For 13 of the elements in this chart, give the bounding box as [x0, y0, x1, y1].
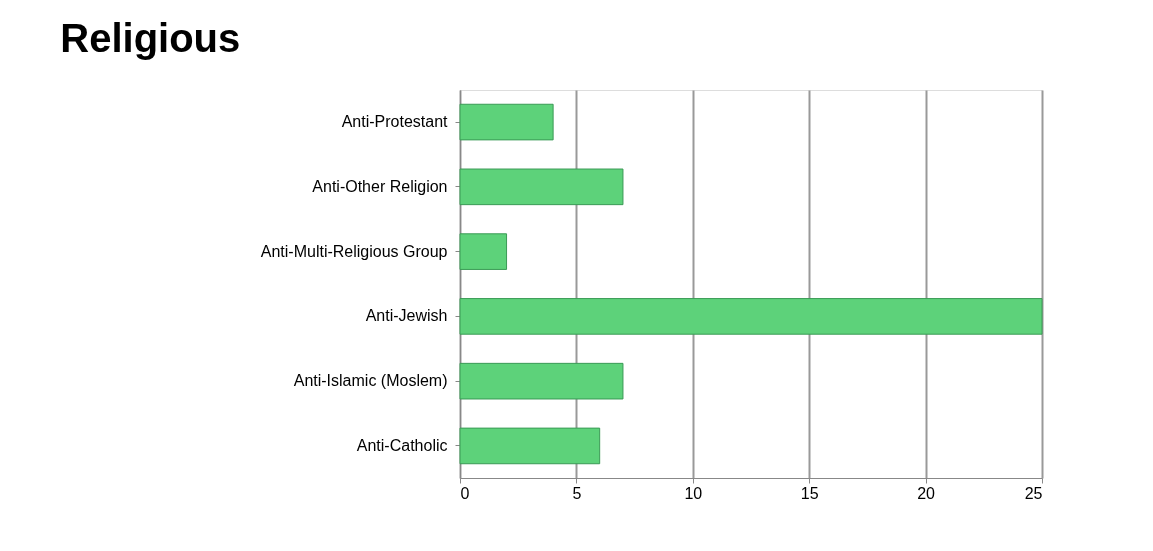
y-tick-label: Anti-Catholic [356, 436, 448, 454]
x-tick-label: 25 [1024, 484, 1043, 502]
x-tick-label: 0 [460, 484, 470, 502]
y-tick-label: Anti-Protestant [341, 113, 449, 131]
x-tick-label: 20 [917, 484, 936, 502]
y-tick-label: Anti-Other Religion [312, 177, 448, 195]
chart-title: Religious [60, 16, 241, 60]
x-tick-label: 10 [684, 484, 703, 502]
x-tick-label: 5 [572, 484, 582, 502]
y-tick-label: Anti-Islamic (Moslem) [293, 372, 448, 390]
y-tick-label: Anti-Jewish [365, 307, 448, 325]
x-tick-label: 15 [800, 484, 819, 502]
y-tick-label: Anti-Multi-Religious Group [260, 242, 448, 260]
